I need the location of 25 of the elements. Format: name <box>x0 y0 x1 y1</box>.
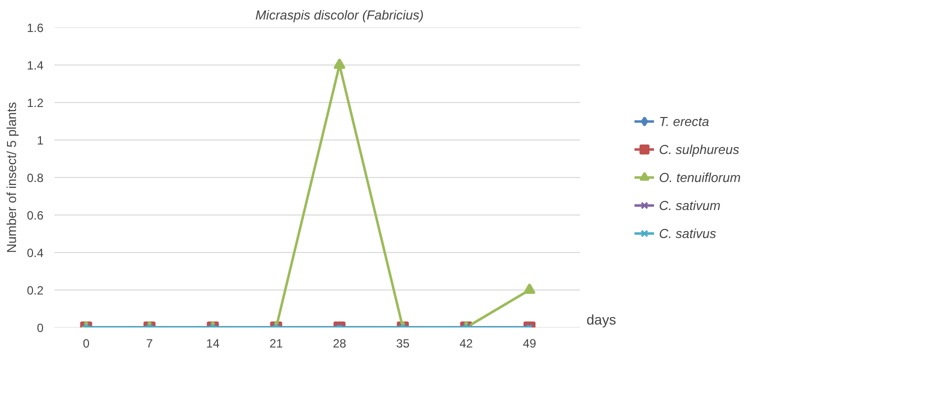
legend-label: T. erecta <box>659 114 710 128</box>
x-tick-label: 0 <box>82 336 90 350</box>
y-tick-label: 0 <box>36 321 44 335</box>
y-tick-label: 1.4 <box>26 58 44 72</box>
legend-label: C. sativus <box>659 226 716 240</box>
x-axis-title: days <box>586 312 616 328</box>
legend-label: C. sulphureus <box>659 142 740 156</box>
x-tick-label: 21 <box>269 336 284 350</box>
x-tick-label: 49 <box>522 336 536 350</box>
y-tick-label: 0.2 <box>26 284 44 298</box>
y-tick-label: 0.8 <box>26 171 44 185</box>
x-tick-label: 28 <box>332 336 346 350</box>
y-axis-title: Number of insect/ 5 plants <box>4 101 19 254</box>
x-tick-label: 7 <box>146 336 154 350</box>
x-tick-label: 35 <box>396 336 410 350</box>
chart-title: Micraspis discolor (Fabricius) <box>255 8 424 22</box>
y-tick-label: 0.4 <box>26 246 44 260</box>
y-tick-label: 1.2 <box>26 96 44 110</box>
legend-label: O. tenuiflorum <box>659 170 741 184</box>
legend-label: C. sativum <box>659 198 720 212</box>
y-tick-label: 1.6 <box>26 21 44 35</box>
x-tick-label: 42 <box>459 336 474 350</box>
x-tick-label: 14 <box>206 336 220 350</box>
y-tick-label: 1 <box>36 134 44 148</box>
y-tick-label: 0.6 <box>26 208 44 222</box>
